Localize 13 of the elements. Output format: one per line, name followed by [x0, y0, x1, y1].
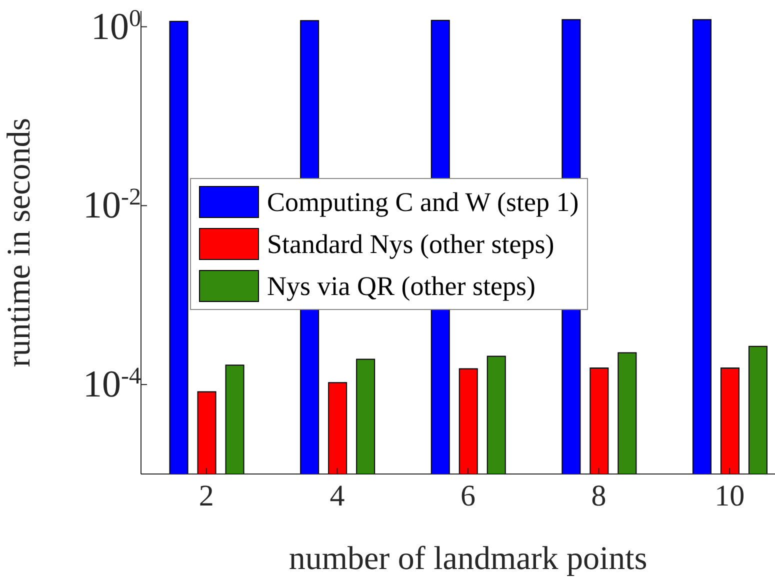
- x-axis-title: number of landmark points: [288, 541, 648, 577]
- y-tick-label: 10$^{0}$: [91, 6, 141, 48]
- x-tick-label: 6: [460, 479, 476, 512]
- x-tick-label: 8: [591, 479, 606, 512]
- x-tick-label: 4: [330, 479, 345, 512]
- x-tick-label: 10: [714, 479, 745, 512]
- x-tick-label: 2: [198, 479, 214, 512]
- legend-label: Nys via QR (other steps): [267, 270, 536, 303]
- y-tick-label: 10$^{-2}$: [83, 184, 141, 227]
- legend-label: Computing C and W (step 1): [267, 186, 579, 219]
- legend-label: Standard Nys (other steps): [267, 228, 554, 261]
- y-axis-title: runtime in seconds: [2, 118, 38, 368]
- y-tick-label: 10$^{-4}$: [83, 364, 141, 406]
